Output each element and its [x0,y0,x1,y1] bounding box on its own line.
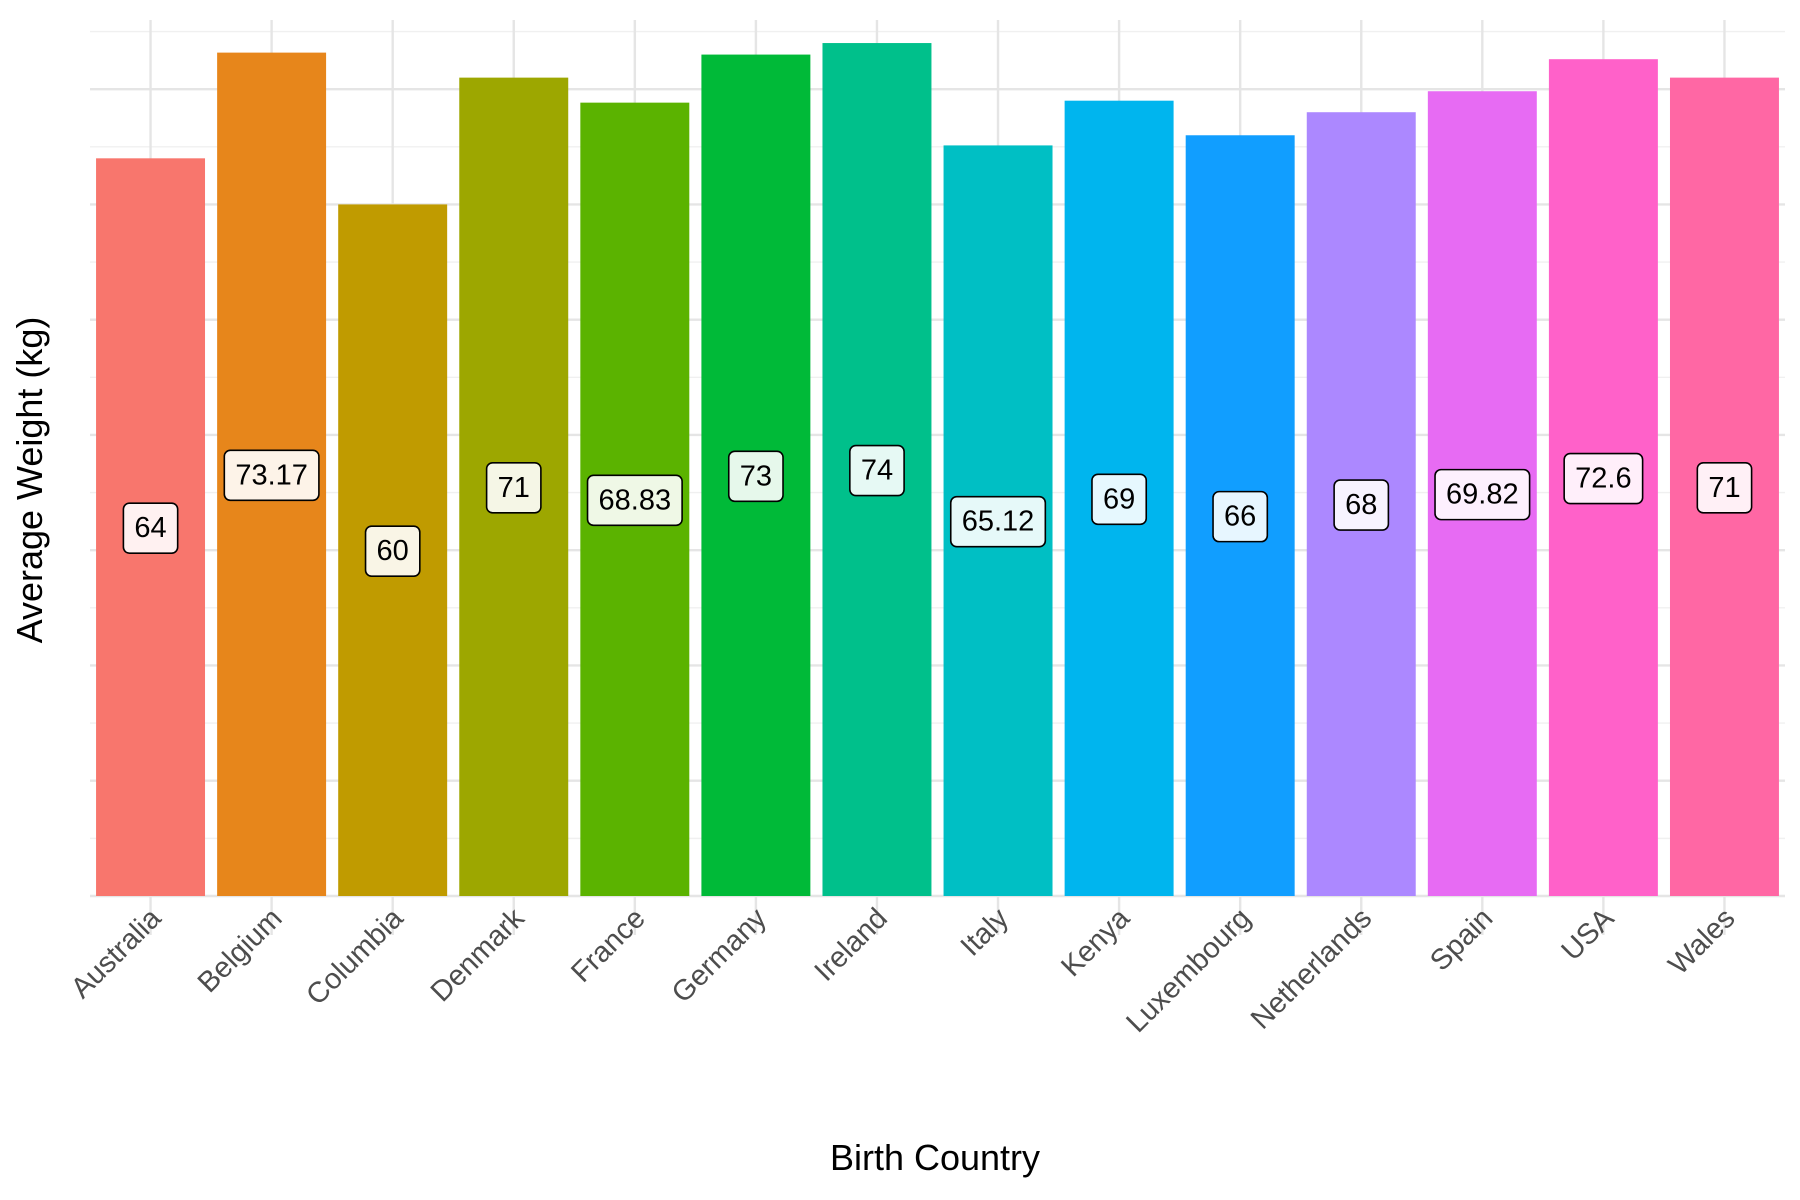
x-tick-label: Italy [955,902,1016,963]
data-label-text: 68.83 [599,484,672,516]
data-label-box [1696,462,1753,514]
x-tick-label: Columbia [300,902,410,1012]
data-label: 73 [727,450,784,503]
data-label-box [949,495,1047,548]
data-label: 68.83 [586,474,683,527]
data-label: 69 [1091,473,1148,526]
x-tick-label: Luxembourg [1121,902,1258,1039]
data-label: 60 [364,525,421,578]
data-label: 68 [1333,479,1390,531]
data-label: 71 [485,462,542,514]
data-label-box [1212,490,1269,543]
data-label-text: 65.12 [962,506,1035,538]
bars [96,43,1779,897]
data-label: 66 [1212,490,1269,543]
x-tick-label: Spain [1424,902,1499,977]
x-tick-label: Australia [65,902,168,1005]
data-label-text: 71 [1708,472,1740,504]
data-label: 64 [122,502,179,554]
data-label-box [849,444,905,497]
x-tick-label: Kenya [1055,902,1136,983]
data-label-box [364,525,421,578]
data-labels: 64 73.17 60 71 68.83 73 74 65.12 69 66 68 69.82 72.6… [122,444,1753,578]
x-tick-label: Ireland [809,902,894,987]
data-label-text: 69.82 [1446,479,1519,511]
x-tick-labels: Australia Belgium Columbia Denmark France Ger… [65,902,1741,1039]
data-label-text: 68 [1345,489,1377,521]
data-label-box [1563,452,1644,505]
x-axis-title: Birth Country [830,1137,1040,1178]
data-label-box [1333,479,1390,531]
data-label: 74 [849,444,905,497]
data-label: 73.17 [223,449,320,502]
y-axis-title: Average Weight (kg) [9,317,50,644]
data-label-box [1091,473,1148,526]
data-label-box [223,449,320,502]
data-label-text: 69 [1103,483,1135,515]
data-label-box [586,474,683,527]
data-label-text: 74 [861,455,893,487]
data-label: 65.12 [949,495,1047,548]
x-tick-label: France [565,902,651,988]
data-label: 69.82 [1434,468,1531,521]
data-label: 72.6 [1563,452,1644,505]
data-label-text: 71 [498,472,530,504]
data-label-text: 72.6 [1575,463,1631,495]
x-tick-label: Denmark [425,902,531,1008]
data-label-text: 73.17 [235,459,308,491]
data-label-text: 60 [377,535,409,567]
x-tick-label: USA [1556,902,1621,967]
data-label-box [727,450,784,503]
x-tick-label: Belgium [192,902,289,999]
data-label-text: 64 [134,512,166,544]
data-label-box [1434,468,1531,521]
data-label-box [122,502,179,554]
data-label: 71 [1696,462,1753,514]
x-tick-label: Germany [666,902,773,1009]
data-label-text: 73 [740,460,772,492]
data-label-box [485,462,542,514]
data-label-text: 66 [1224,501,1256,533]
x-tick-label: Wales [1663,902,1742,981]
x-tick-label: Netherlands [1245,902,1378,1035]
